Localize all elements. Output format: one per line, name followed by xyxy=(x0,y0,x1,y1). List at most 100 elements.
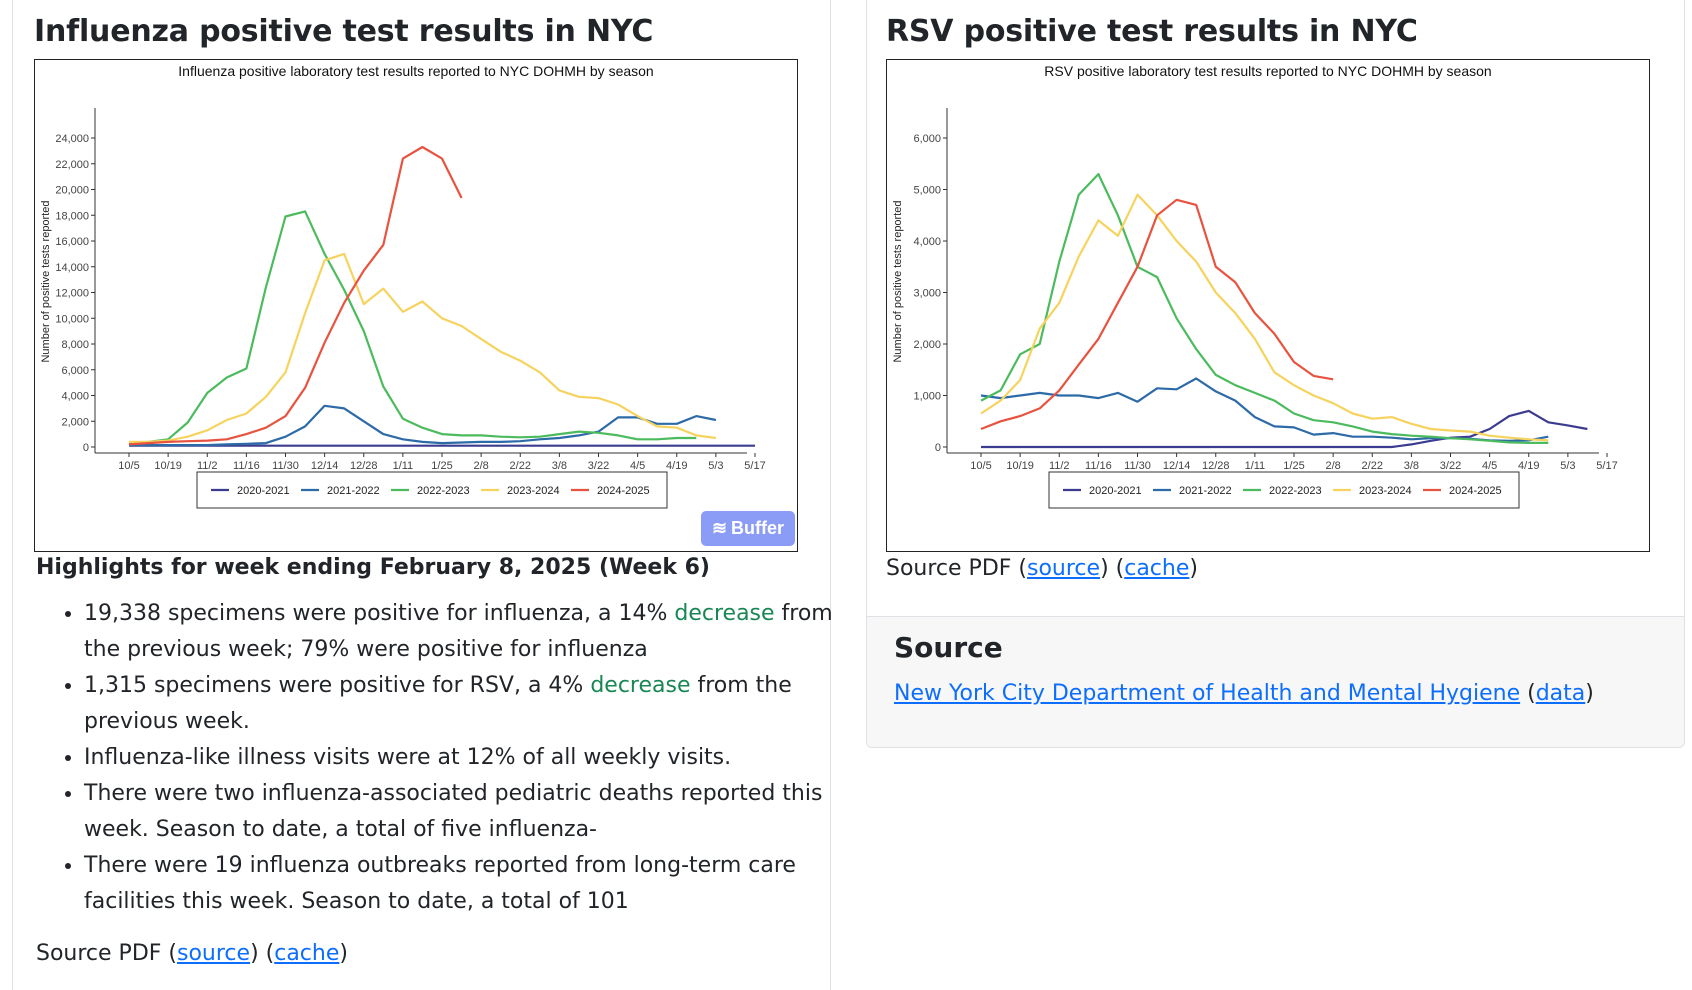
highlight-text: There were two influenza-associated pedi… xyxy=(84,781,823,842)
x-tick-label: 12/28 xyxy=(1202,460,1230,472)
source-open-paren: ( xyxy=(1520,681,1536,706)
source-card: Source New York City Department of Healt… xyxy=(866,616,1685,748)
x-tick-label: 4/5 xyxy=(1482,460,1497,472)
x-tick-label: 10/5 xyxy=(970,460,991,472)
x-tick-label: 4/5 xyxy=(630,460,645,472)
highlights-heading: Highlights for week ending February 8, 2… xyxy=(36,555,710,580)
influenza-heading: Influenza positive test results in NYC xyxy=(34,14,654,49)
source-pdf-close: ) xyxy=(339,941,348,966)
y-tick-label: 1,000 xyxy=(913,391,941,403)
highlight-item: 1,315 specimens were positive for RSV, a… xyxy=(84,668,854,740)
x-tick-label: 3/8 xyxy=(552,460,567,472)
y-tick-label: 2,000 xyxy=(913,339,941,351)
y-tick-label: 6,000 xyxy=(61,365,89,377)
y-tick-label: 16,000 xyxy=(55,236,89,248)
x-tick-label: 12/28 xyxy=(350,460,378,472)
rsv-cache-link[interactable]: cache xyxy=(1124,556,1190,581)
y-tick-label: 18,000 xyxy=(55,210,89,222)
legend-label: 2020-2021 xyxy=(1089,485,1142,497)
legend-label: 2023-2024 xyxy=(507,485,560,497)
influenza-chart-frame: Influenza positive laboratory test resul… xyxy=(34,59,798,552)
y-tick-label: 6,000 xyxy=(913,133,941,145)
y-tick-label: 22,000 xyxy=(55,159,89,171)
data-link[interactable]: data xyxy=(1535,681,1586,706)
influenza-source-pdf: Source PDF (source) (cache) xyxy=(36,941,348,966)
x-tick-label: 11/30 xyxy=(272,460,299,472)
x-tick-label: 5/17 xyxy=(744,460,765,472)
buffer-icon: ≋ xyxy=(711,518,728,538)
series-line-2020-2021 xyxy=(981,409,1588,449)
y-tick-label: 14,000 xyxy=(55,262,89,274)
rsv-source-pdf-label: Source PDF ( xyxy=(886,556,1027,581)
rsv-chart-frame: RSV positive laboratory test results rep… xyxy=(886,59,1650,552)
series-line-2022-2023 xyxy=(128,210,697,445)
x-tick-label: 5/3 xyxy=(708,460,723,472)
x-tick-label: 2/22 xyxy=(1362,460,1383,472)
legend-label: 2022-2023 xyxy=(417,485,470,497)
legend-label: 2023-2024 xyxy=(1359,485,1412,497)
series-line-2024-2025 xyxy=(128,145,463,446)
x-tick-label: 5/17 xyxy=(1596,460,1617,472)
y-tick-label: 0 xyxy=(935,442,941,454)
series-line-2023-2024 xyxy=(129,252,717,443)
y-tick-label: 4,000 xyxy=(913,236,941,248)
highlight-text-after: from the previous week; 79% were positiv… xyxy=(84,601,833,662)
rsv-source-link[interactable]: source xyxy=(1027,556,1101,581)
chart-title: Influenza positive laboratory test resul… xyxy=(178,63,653,79)
x-tick-label: 5/3 xyxy=(1560,460,1575,472)
y-tick-label: 12,000 xyxy=(55,288,89,300)
x-tick-label: 1/25 xyxy=(1283,460,1304,472)
highlights-list: 19,338 specimens were positive for influ… xyxy=(36,596,854,920)
x-tick-label: 10/19 xyxy=(1006,460,1034,472)
chart-title: RSV positive laboratory test results rep… xyxy=(1044,63,1491,79)
highlight-item: There were 19 influenza outbreaks report… xyxy=(84,848,854,920)
highlight-item: 19,338 specimens were positive for influ… xyxy=(84,596,854,668)
legend-label: 2022-2023 xyxy=(1269,485,1322,497)
highlight-trend: decrease xyxy=(674,601,775,626)
series-line-2024-2025 xyxy=(980,198,1334,431)
highlight-text: Influenza-like illness visits were at 12… xyxy=(84,745,732,770)
x-tick-label: 1/25 xyxy=(431,460,452,472)
influenza-chart: Influenza positive laboratory test resul… xyxy=(40,63,766,509)
rsv-source-pdf: Source PDF (source) (cache) xyxy=(886,556,1198,581)
buffer-button[interactable]: ≋ Buffer xyxy=(701,511,795,546)
x-tick-label: 3/8 xyxy=(1404,460,1419,472)
cache-link[interactable]: cache xyxy=(274,941,340,966)
y-tick-label: 20,000 xyxy=(55,185,89,197)
x-tick-label: 11/16 xyxy=(1085,460,1112,472)
highlight-item: Influenza-like illness visits were at 12… xyxy=(84,740,854,776)
legend-label: 2020-2021 xyxy=(237,485,290,497)
source-close-paren: ) xyxy=(1585,681,1594,706)
rsv-heading: RSV positive test results in NYC xyxy=(886,14,1418,49)
source-heading: Source xyxy=(894,631,1003,664)
x-tick-label: 3/22 xyxy=(588,460,609,472)
highlight-text-after: from the previous week. xyxy=(84,673,792,734)
legend-label: 2024-2025 xyxy=(1449,485,1502,497)
rsv-chart: RSV positive laboratory test results rep… xyxy=(892,63,1618,509)
buffer-label: Buffer xyxy=(731,518,785,538)
x-tick-label: 11/16 xyxy=(233,460,260,472)
legend-label: 2021-2022 xyxy=(327,485,380,497)
x-tick-label: 2/8 xyxy=(473,460,488,472)
y-tick-label: 8,000 xyxy=(61,339,89,351)
legend-label: 2024-2025 xyxy=(597,485,650,497)
source-link[interactable]: source xyxy=(177,941,251,966)
rsv-source-pdf-sep: ) ( xyxy=(1100,556,1125,581)
highlight-text: 1,315 specimens were positive for RSV, a… xyxy=(84,673,591,698)
nyc-dohmh-link[interactable]: New York City Department of Health and M… xyxy=(894,681,1521,706)
x-tick-label: 12/14 xyxy=(311,460,339,472)
y-tick-label: 10,000 xyxy=(55,313,89,325)
x-tick-label: 4/19 xyxy=(666,460,687,472)
highlight-text: 19,338 specimens were positive for influ… xyxy=(84,601,675,626)
x-tick-label: 11/2 xyxy=(1049,460,1070,472)
x-tick-label: 3/22 xyxy=(1440,460,1461,472)
x-tick-label: 2/22 xyxy=(510,460,531,472)
highlight-trend: decrease xyxy=(590,673,691,698)
source-pdf-label: Source PDF ( xyxy=(36,941,177,966)
series-line-2022-2023 xyxy=(980,172,1549,444)
highlight-item: There were two influenza-associated pedi… xyxy=(84,776,854,848)
legend-label: 2021-2022 xyxy=(1179,485,1232,497)
x-tick-label: 10/5 xyxy=(118,460,139,472)
highlight-text: There were 19 influenza outbreaks report… xyxy=(84,853,796,914)
x-tick-label: 11/2 xyxy=(197,460,218,472)
